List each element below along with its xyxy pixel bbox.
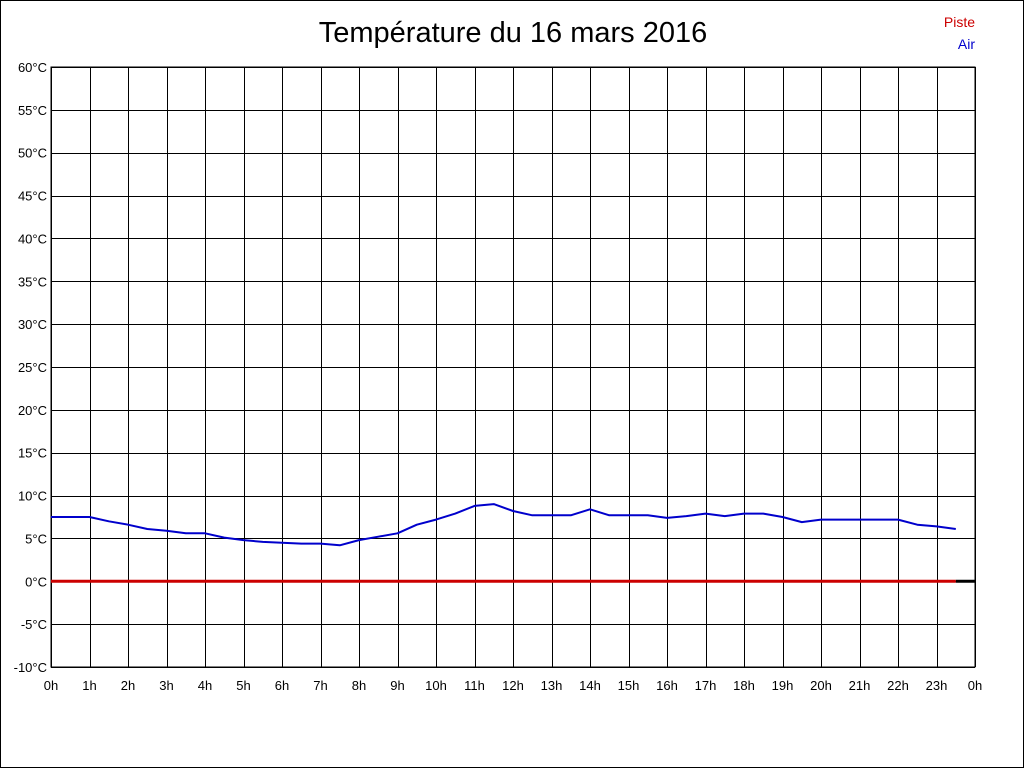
chart-title: Température du 16 mars 2016 [318, 17, 708, 49]
y-tick-label: 35°C [18, 274, 47, 289]
x-tick-label: 20h [810, 678, 832, 693]
x-tick-label: 0h [968, 678, 982, 693]
x-tick-label: 13h [541, 678, 563, 693]
x-tick-label: 23h [926, 678, 948, 693]
x-tick-label: 6h [275, 678, 289, 693]
y-tick-label: 30°C [18, 317, 47, 332]
x-tick-label: 19h [772, 678, 794, 693]
x-tick-label: 3h [159, 678, 173, 693]
x-tick-label: 11h [464, 678, 485, 693]
x-tick-label: 22h [887, 678, 909, 693]
legend-entry-piste: Piste [943, 14, 975, 30]
y-tick-label: 10°C [18, 489, 47, 504]
y-tick-label: 60°C [18, 60, 47, 75]
y-tick-label: 45°C [18, 189, 47, 204]
x-tick-label: 8h [352, 678, 366, 693]
x-tick-label: 4h [198, 678, 212, 693]
legend-entry-air: Air [957, 36, 975, 52]
x-tick-label: 17h [695, 678, 717, 693]
y-tick-label: 0°C [25, 574, 47, 589]
x-tick-label: 14h [579, 678, 601, 693]
x-tick-label: 1h [82, 678, 96, 693]
x-tick-label: 2h [121, 678, 135, 693]
x-tick-label: 18h [733, 678, 755, 693]
y-tick-label: -5°C [21, 617, 47, 632]
x-tick-label: 9h [390, 678, 404, 693]
y-tick-label: 25°C [18, 360, 47, 375]
x-tick-label: 10h [425, 678, 447, 693]
x-tick-label: 7h [313, 678, 327, 693]
x-tick-label: 21h [849, 678, 871, 693]
y-tick-label: 20°C [18, 403, 47, 418]
y-tick-label: 15°C [18, 446, 47, 461]
x-tick-label: 5h [236, 678, 250, 693]
series-line-air [51, 503, 956, 547]
y-tick-label: 55°C [18, 103, 47, 118]
x-tick-label: 0h [44, 678, 58, 693]
y-tick-label: -10°C [14, 660, 47, 675]
y-tick-label: 50°C [18, 146, 47, 161]
x-tick-label: 16h [656, 678, 678, 693]
x-tick-label: 12h [502, 678, 524, 693]
y-tick-label: 40°C [18, 231, 47, 246]
y-tick-label: 5°C [25, 531, 47, 546]
x-tick-label: 15h [618, 678, 640, 693]
